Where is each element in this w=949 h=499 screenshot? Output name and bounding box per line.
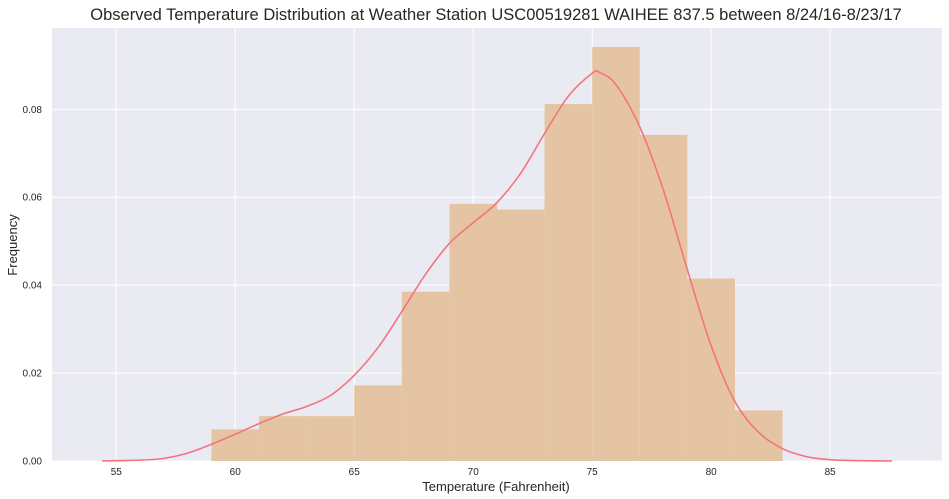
histogram-bar xyxy=(639,134,688,461)
y-tick-label: 0.02 xyxy=(23,369,43,380)
x-tick-label: 55 xyxy=(111,467,123,478)
histogram-bar xyxy=(306,416,355,461)
y-tick-label: 0.08 xyxy=(23,105,43,116)
x-axis-label: Temperature (Fahrenheit) xyxy=(422,479,569,494)
histogram-bar xyxy=(592,46,640,462)
histogram-bar xyxy=(449,203,497,461)
y-tick-label: 0.06 xyxy=(23,193,43,204)
y-tick-label: 0.00 xyxy=(23,457,43,468)
x-tick-label: 75 xyxy=(587,467,599,478)
kde-curve xyxy=(101,69,893,462)
x-tick-labels: 55 60 65 70 75 80 85 xyxy=(111,467,836,478)
histogram-bars xyxy=(211,46,783,462)
x-tick-label: 70 xyxy=(468,467,480,478)
histogram-bar xyxy=(354,385,402,461)
histogram-bar xyxy=(259,416,307,461)
y-axis-label: Frequency xyxy=(5,214,20,276)
x-tick-label: 60 xyxy=(230,467,242,478)
histogram-bar xyxy=(544,104,593,461)
y-tick-label: 0.04 xyxy=(23,281,43,292)
chart-title: Observed Temperature Distribution at Wea… xyxy=(90,6,901,24)
y-tick-labels: 0.00 0.02 0.04 0.06 0.08 xyxy=(23,105,43,468)
histogram-bar xyxy=(401,291,450,461)
histogram-bar xyxy=(497,209,545,461)
histogram-bar xyxy=(687,278,735,461)
x-tick-label: 65 xyxy=(349,467,361,478)
x-tick-label: 85 xyxy=(825,467,837,478)
histogram-bar xyxy=(734,410,783,461)
x-tick-label: 80 xyxy=(706,467,718,478)
